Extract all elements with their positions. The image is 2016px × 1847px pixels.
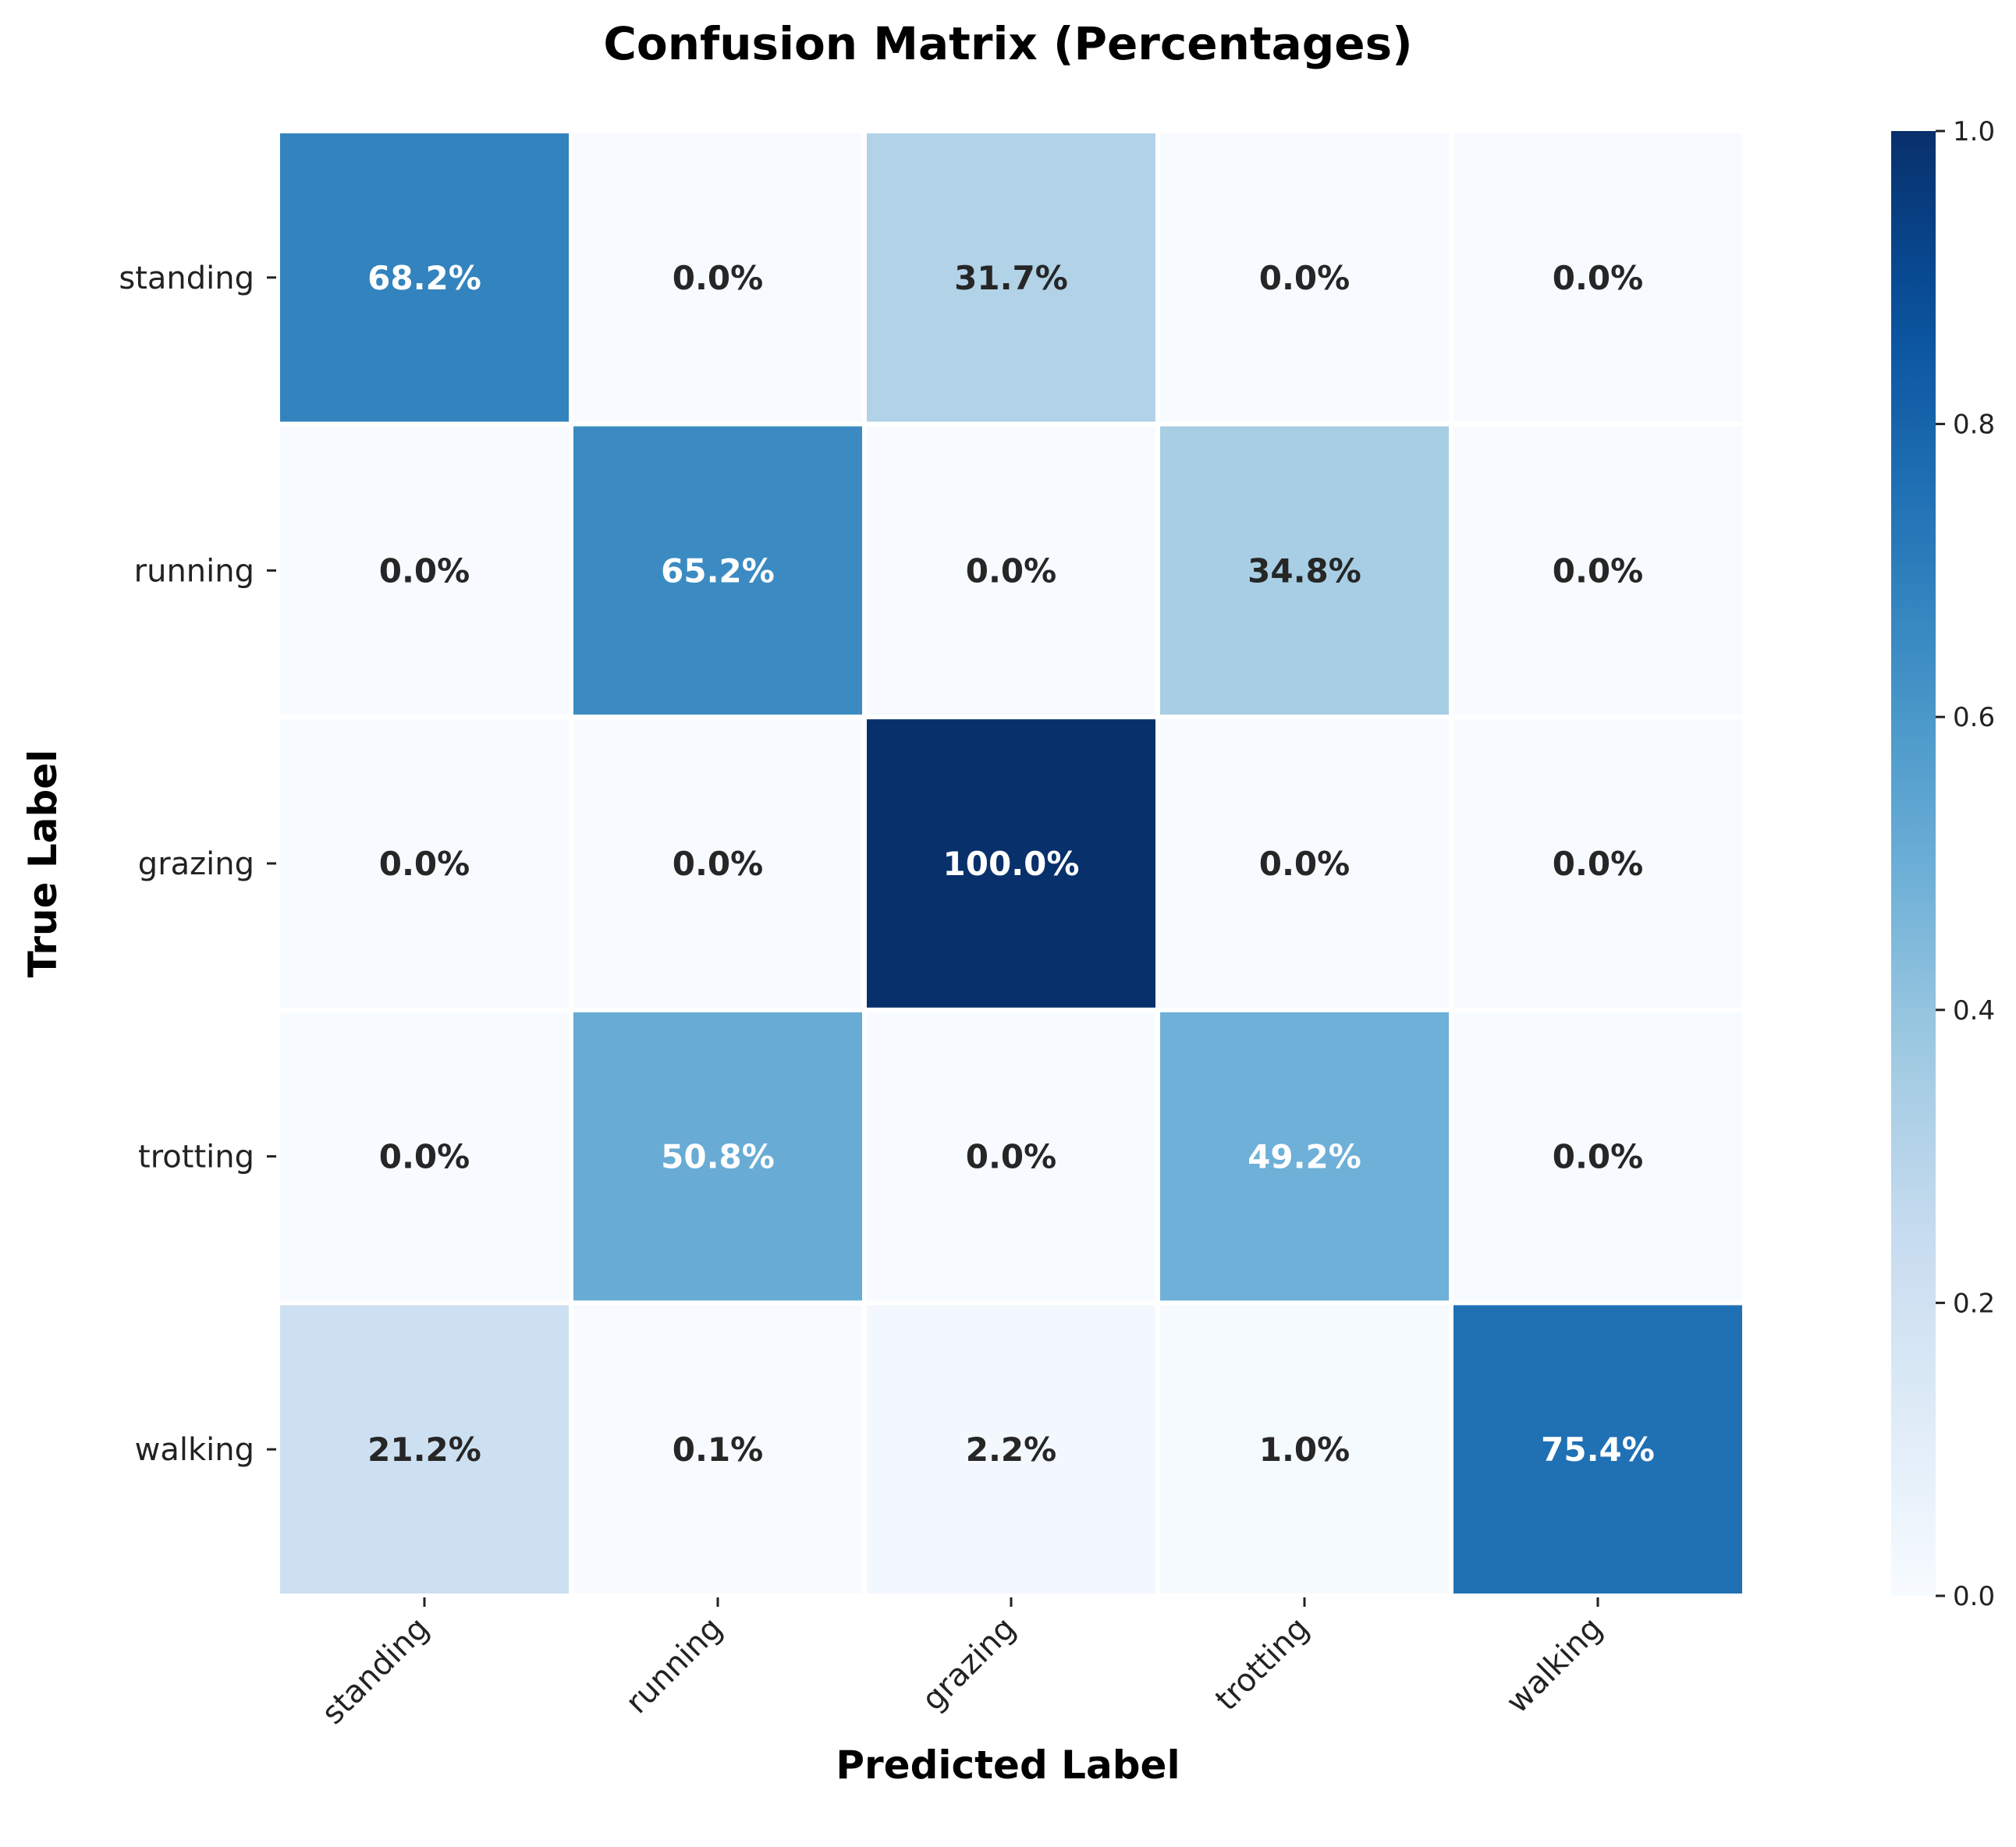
cell-label-grazing-walking: 0.0% [1553, 845, 1643, 883]
cell-label-walking-running: 0.1% [673, 1430, 763, 1469]
heatmap-cell-running-standing [280, 426, 569, 715]
y-tick-label-running: running [134, 553, 254, 589]
cell-label-grazing-running: 0.0% [673, 845, 763, 883]
y-axis-ticks: standing running grazing trotting walking [119, 261, 276, 1468]
cell-label-grazing-standing: 0.0% [379, 845, 470, 883]
heatmap-cell-grazing-walking [1453, 719, 1742, 1008]
cell-label-running-standing: 0.0% [379, 551, 470, 590]
heatmap-cell-grazing-running [573, 719, 862, 1008]
cell-label-trotting-trotting: 49.2% [1248, 1138, 1361, 1176]
heatmap-cell-labels: 68.2% 0.0% 31.7% 0.0% 0.0% 0.0% 65.2% 0.0% 34.8%… [367, 259, 1655, 1469]
heatmap-cell-walking-walking [1453, 1305, 1742, 1594]
heatmap-cell-running-walking [1453, 426, 1742, 715]
x-tick-label-running: running [619, 1611, 729, 1721]
y-tick-label-standing: standing [119, 261, 254, 296]
x-axis-label: Predicted Label [836, 1742, 1180, 1788]
heatmap-cell-grazing-standing [280, 719, 569, 1008]
heatmap-cell-trotting-walking [1453, 1012, 1742, 1301]
colorbar-tick-label: 0.8 [1953, 409, 1995, 441]
y-tick-label-trotting: trotting [138, 1140, 254, 1175]
x-tick-label-trotting: trotting [1209, 1611, 1316, 1718]
cell-label-grazing-grazing: 100.0% [943, 845, 1080, 883]
x-axis-ticks: standing running grazing trotting walking [315, 1597, 1610, 1732]
cell-label-running-trotting: 34.8% [1248, 551, 1361, 590]
cell-label-running-grazing: 0.0% [966, 551, 1056, 590]
cell-label-walking-standing: 21.2% [367, 1430, 481, 1469]
cell-label-running-walking: 0.0% [1553, 551, 1643, 590]
y-tick-label-walking: walking [135, 1432, 254, 1468]
colorbar-gradient [1891, 131, 1936, 1596]
cell-label-trotting-grazing: 0.0% [966, 1138, 1056, 1176]
cell-label-standing-trotting: 0.0% [1259, 259, 1350, 297]
heatmap-cell-trotting-standing [280, 1012, 569, 1301]
heatmap-cell-trotting-running [573, 1012, 862, 1301]
y-tick-label-grazing: grazing [138, 846, 254, 882]
cell-label-trotting-standing: 0.0% [379, 1138, 470, 1176]
heatmap-cell-grazing-grazing [867, 719, 1155, 1008]
heatmap-cell-trotting-grazing [867, 1012, 1155, 1301]
heatmap-cell-walking-grazing [867, 1305, 1155, 1594]
chart-title: Confusion Matrix (Percentages) [603, 17, 1412, 70]
colorbar-tick-label: 1.0 [1953, 116, 1995, 147]
heatmap-cell-trotting-trotting [1160, 1012, 1449, 1301]
x-tick-label-standing: standing [315, 1611, 436, 1732]
colorbar-tick-label: 0.4 [1953, 995, 1995, 1026]
colorbar-tick-label: 0.0 [1953, 1581, 1995, 1612]
heatmap-cells [280, 133, 1742, 1594]
heatmap-cell-running-running [573, 426, 862, 715]
cell-label-walking-grazing: 2.2% [966, 1430, 1056, 1469]
cell-label-running-running: 65.2% [661, 551, 775, 590]
heatmap-cell-grazing-trotting [1160, 719, 1449, 1008]
cell-label-standing-running: 0.0% [673, 259, 763, 297]
heatmap-cell-standing-grazing [867, 133, 1155, 422]
heatmap-cell-walking-standing [280, 1305, 569, 1594]
x-tick-label-walking: walking [1500, 1611, 1610, 1721]
cell-label-standing-grazing: 31.7% [954, 259, 1068, 297]
cell-label-standing-walking: 0.0% [1553, 259, 1643, 297]
cell-label-walking-trotting: 1.0% [1259, 1430, 1350, 1469]
heatmap-cell-running-grazing [867, 426, 1155, 715]
heatmap-cell-standing-standing [280, 133, 569, 422]
heatmap-cell-standing-running [573, 133, 862, 422]
heatmap-cell-walking-trotting [1160, 1305, 1449, 1594]
cell-label-trotting-walking: 0.0% [1553, 1138, 1643, 1176]
heatmap-cell-standing-walking [1453, 133, 1742, 422]
heatmap-cell-running-trotting [1160, 426, 1449, 715]
cell-label-standing-standing: 68.2% [367, 259, 481, 297]
heatmap-cell-walking-running [573, 1305, 862, 1594]
colorbar-tick-label: 0.6 [1953, 702, 1995, 733]
colorbar: 0.0 0.2 0.4 0.6 0.8 1.0 [1891, 116, 1995, 1612]
cell-label-trotting-running: 50.8% [661, 1138, 775, 1176]
colorbar-tick-label: 0.2 [1953, 1288, 1995, 1319]
heatmap-cell-standing-trotting [1160, 133, 1449, 422]
y-axis-label: True Label [20, 750, 66, 978]
x-tick-label-grazing: grazing [915, 1611, 1023, 1718]
cell-label-walking-walking: 75.4% [1541, 1430, 1655, 1469]
cell-label-grazing-trotting: 0.0% [1259, 845, 1350, 883]
